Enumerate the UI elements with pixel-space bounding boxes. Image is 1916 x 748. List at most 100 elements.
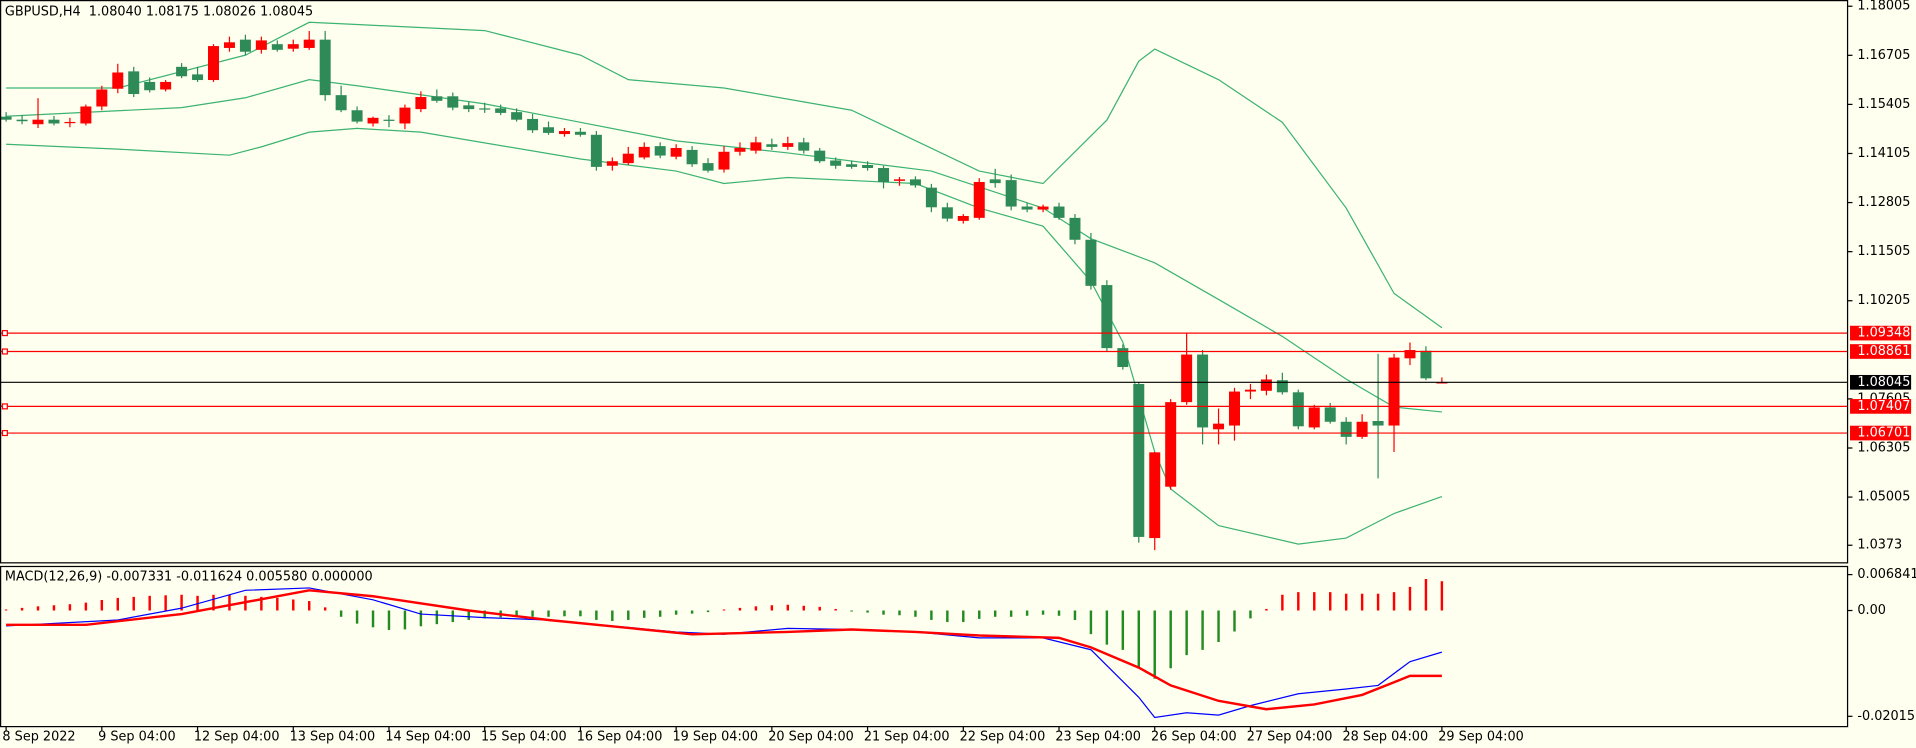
- candle-body: [1133, 384, 1145, 537]
- candle-body: [1308, 407, 1320, 428]
- level-label-box: [1850, 425, 1912, 441]
- candle-body: [399, 107, 411, 124]
- candle-body: [463, 105, 475, 110]
- candle-body: [447, 96, 459, 108]
- candle-body: [1213, 423, 1225, 430]
- candle-body: [1388, 357, 1400, 426]
- y-tick-label: 1.10205: [1857, 293, 1910, 308]
- candle-body: [176, 66, 188, 77]
- candle-body: [862, 165, 874, 169]
- candle-body: [112, 72, 124, 89]
- y-tick-label: 1.15405: [1857, 97, 1910, 112]
- y-tick-label: -0.020155: [1857, 709, 1916, 724]
- candle-body: [144, 81, 156, 91]
- candle-body: [654, 146, 666, 156]
- candle-body: [893, 179, 905, 181]
- y-tick-label: 1.0373: [1857, 538, 1902, 553]
- candle-body: [271, 44, 283, 50]
- y-tick-label: 0.006841: [1857, 567, 1916, 582]
- x-tick-label: 28 Sep 04:00: [1343, 729, 1429, 744]
- level-anchor: [1, 403, 8, 410]
- candle-body: [846, 164, 858, 167]
- candle-body: [1228, 391, 1240, 426]
- y-tick-label: 1.12805: [1857, 195, 1910, 210]
- x-tick-label: 27 Sep 04:00: [1247, 729, 1333, 744]
- candle-body: [1069, 217, 1081, 240]
- x-tick-label: 13 Sep 04:00: [290, 729, 376, 744]
- candle-body: [287, 44, 299, 49]
- candle-body: [495, 108, 507, 113]
- candle-body: [1117, 348, 1129, 368]
- y-tick-label: 1.06305: [1857, 441, 1910, 456]
- x-tick-label: 15 Sep 04:00: [481, 729, 567, 744]
- candle-body: [590, 134, 602, 167]
- candle-body: [782, 143, 794, 147]
- candle-body: [527, 118, 539, 131]
- candle-body: [1101, 285, 1113, 349]
- level-label-box: [1850, 325, 1912, 341]
- x-tick-label: 20 Sep 04:00: [768, 729, 854, 744]
- candle-body: [574, 131, 586, 135]
- candle-body: [367, 117, 379, 124]
- band-line: [6, 21, 1443, 329]
- candle-body: [1260, 379, 1272, 391]
- candle-body: [32, 119, 44, 125]
- macd-header: MACD(12,26,9) -0.007331 -0.011624 0.0055…: [5, 569, 373, 584]
- y-tick-label: 1.11505: [1857, 244, 1910, 259]
- level-label: 1.09348: [1857, 326, 1910, 341]
- candle-body: [335, 95, 347, 111]
- candle-body: [80, 106, 92, 124]
- level-anchor: [1, 330, 8, 337]
- candle-body: [1324, 407, 1336, 422]
- candle-body: [558, 131, 570, 135]
- candle-body: [64, 121, 76, 124]
- band-line: [6, 79, 1442, 413]
- candle-body: [1165, 402, 1177, 487]
- candle-body: [1053, 206, 1065, 218]
- candle-body: [479, 108, 491, 110]
- candle-body: [1356, 421, 1368, 437]
- candle-body: [303, 39, 315, 48]
- candle-body: [941, 207, 953, 219]
- level-label: 1.08045: [1857, 375, 1910, 390]
- level-anchor: [1, 429, 8, 437]
- candle-body: [702, 163, 714, 171]
- candle-body: [1181, 354, 1193, 403]
- candle-body: [1197, 354, 1209, 428]
- candle-body: [160, 81, 172, 90]
- candle-body: [319, 39, 331, 96]
- candle-body: [208, 46, 219, 81]
- main-panel-frame: [0, 0, 1849, 564]
- macd-panel-frame: [0, 565, 1849, 728]
- chart-header: GBPUSD,H4 1.08040 1.08175 1.08026 1.0804…: [5, 5, 313, 20]
- candle-body: [798, 142, 810, 151]
- candle-body: [734, 148, 746, 152]
- candle-body: [1149, 452, 1161, 539]
- x-tick-label: 23 Sep 04:00: [1055, 729, 1141, 744]
- candle-body: [606, 161, 618, 166]
- candle-body: [16, 119, 28, 122]
- candle-body: [543, 127, 555, 133]
- y-tick-label: 1.18005: [1857, 0, 1910, 14]
- candle-body: [1037, 206, 1049, 210]
- x-tick-label: 22 Sep 04:00: [960, 729, 1046, 744]
- candle-body: [192, 74, 204, 81]
- y-tick-label: 1.16705: [1857, 48, 1910, 63]
- level-label-box: [1850, 399, 1912, 414]
- candle-body: [0, 116, 12, 120]
- candle-body: [239, 39, 251, 52]
- candle-body: [1420, 350, 1432, 379]
- candle-body: [686, 149, 698, 165]
- y-tick-label: 1.05005: [1857, 490, 1910, 505]
- candle-body: [1021, 206, 1033, 210]
- x-tick-label: 29 Sep 04:00: [1438, 729, 1524, 744]
- level-label-box: [1850, 374, 1912, 390]
- candle-body: [989, 179, 1001, 184]
- y-tick-label: 0.00: [1857, 603, 1886, 618]
- candle-body: [670, 148, 682, 157]
- x-tick-label: 8 Sep 2022: [2, 729, 75, 744]
- candle-body: [351, 110, 363, 122]
- candle-body: [1404, 350, 1416, 359]
